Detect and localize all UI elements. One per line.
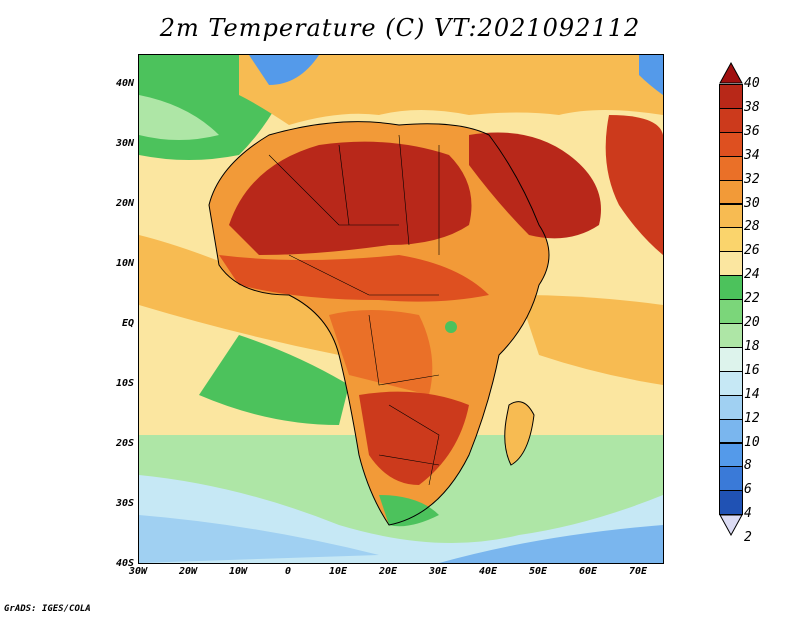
lon-label: 20W: [178, 566, 198, 577]
africa-coastline: [208, 121, 550, 526]
lat-label: 30N: [115, 138, 134, 149]
lon-label: 60E: [578, 566, 598, 577]
colorbar-swatch: [719, 394, 743, 420]
colorbar-tick-label: 16: [744, 362, 760, 378]
lat-label: 10S: [115, 378, 134, 389]
colorbar-tick-label: 20: [744, 315, 760, 330]
equatorial-warm-ocean: [139, 235, 339, 355]
colorbar-tick-label: 8: [744, 458, 752, 474]
colorbar-bottom-arrow: [719, 514, 743, 537]
south-atlantic-green: [199, 335, 349, 425]
coldest-ocean-region: [439, 525, 663, 563]
colorbar-swatch: [719, 155, 743, 181]
colorbar-swatch: [719, 442, 743, 468]
colorbar-swatch: [719, 418, 743, 444]
colorbar-tick-label: 14: [744, 386, 760, 402]
lat-label: 30S: [115, 498, 134, 509]
lon-label: 40E: [478, 566, 498, 577]
colder-ocean-region: [139, 515, 379, 563]
lon-label: 30W: [128, 566, 148, 577]
colorbar-top-arrow: [719, 62, 743, 84]
colorbar-tick-label: 36: [744, 123, 760, 139]
colorbar-tick-label: 18: [744, 338, 760, 354]
colorbar-tick-label: 2: [744, 530, 752, 546]
sahara-hot-core: [229, 141, 472, 255]
colorbar-tick-label: 28: [744, 219, 760, 235]
lake-victoria: [445, 321, 457, 333]
colorbar-tick-label: 32: [744, 171, 760, 187]
lon-label: 0: [284, 566, 292, 577]
colorbar-swatch: [719, 203, 743, 229]
colorbar-swatch: [719, 275, 743, 301]
lon-label: 10E: [328, 566, 348, 577]
colorbar-tick-label: 34: [744, 147, 760, 163]
map-plot-area: [138, 54, 664, 564]
lat-label: 40N: [115, 78, 134, 89]
colorbar-swatch: [719, 370, 743, 396]
lon-label: 10W: [228, 566, 248, 577]
indian-ocean-warm: [519, 295, 663, 385]
colorbar-swatch: [719, 251, 743, 277]
middle-east-hot: [605, 115, 663, 255]
madagascar-coastline: [504, 401, 535, 466]
sahel-hot: [219, 255, 489, 302]
colorbar-tick-label: 38: [744, 99, 760, 115]
colorbar-tick-label: 30: [744, 195, 760, 211]
grads-credit: GrADS: IGES/COLA: [4, 604, 91, 614]
colorbar-swatch: [719, 490, 743, 516]
caspian-cold: [639, 55, 663, 95]
europe-alps-cold: [249, 55, 319, 85]
central-africa: [329, 310, 433, 395]
europe-warm: [239, 55, 663, 125]
lat-label: 40S: [115, 558, 134, 569]
colorbar-swatch: [719, 323, 743, 348]
lon-label: 70E: [628, 566, 648, 577]
chart-title: 2m Temperature (C) VT:2021092112: [159, 14, 641, 42]
colorbar-tick-label: 26: [744, 243, 760, 259]
lon-label: 30E: [428, 566, 448, 577]
lat-label: 20N: [115, 198, 134, 209]
cape-green: [379, 495, 439, 527]
colorbar-tick-label: 24: [744, 267, 760, 283]
colorbar-tick-label: 12: [744, 410, 760, 426]
colorbar-tick-label: 4: [744, 506, 752, 522]
colorbar-swatch: [719, 466, 743, 492]
lat-label: EQ: [121, 318, 134, 329]
lat-label: 10N: [115, 258, 134, 269]
colorbar-tick-label: 10: [744, 434, 760, 450]
southern-africa-hot: [359, 391, 469, 485]
colorbar-tick-label: 40: [744, 76, 760, 91]
colorbar-swatch: [719, 131, 743, 157]
colorbar-tick-label: 6: [744, 482, 752, 498]
lon-label: 50E: [528, 566, 548, 577]
lat-label: 20S: [115, 438, 134, 449]
colorbar-swatch: [719, 179, 743, 205]
colorbar-swatch: [719, 107, 743, 133]
colorbar-tick-label: 22: [744, 291, 760, 307]
madagascar: [504, 401, 534, 465]
country-borders: [268, 134, 440, 486]
north-atlantic-pale: [139, 95, 219, 140]
colorbar-swatch: [719, 84, 743, 109]
colorbar-swatch: [719, 299, 743, 324]
colorbar-swatch: [719, 227, 743, 253]
colorbar-swatch: [719, 346, 743, 372]
arabia-hot-core: [469, 132, 601, 239]
lon-label: 20E: [378, 566, 398, 577]
temperature-map: [139, 55, 663, 563]
